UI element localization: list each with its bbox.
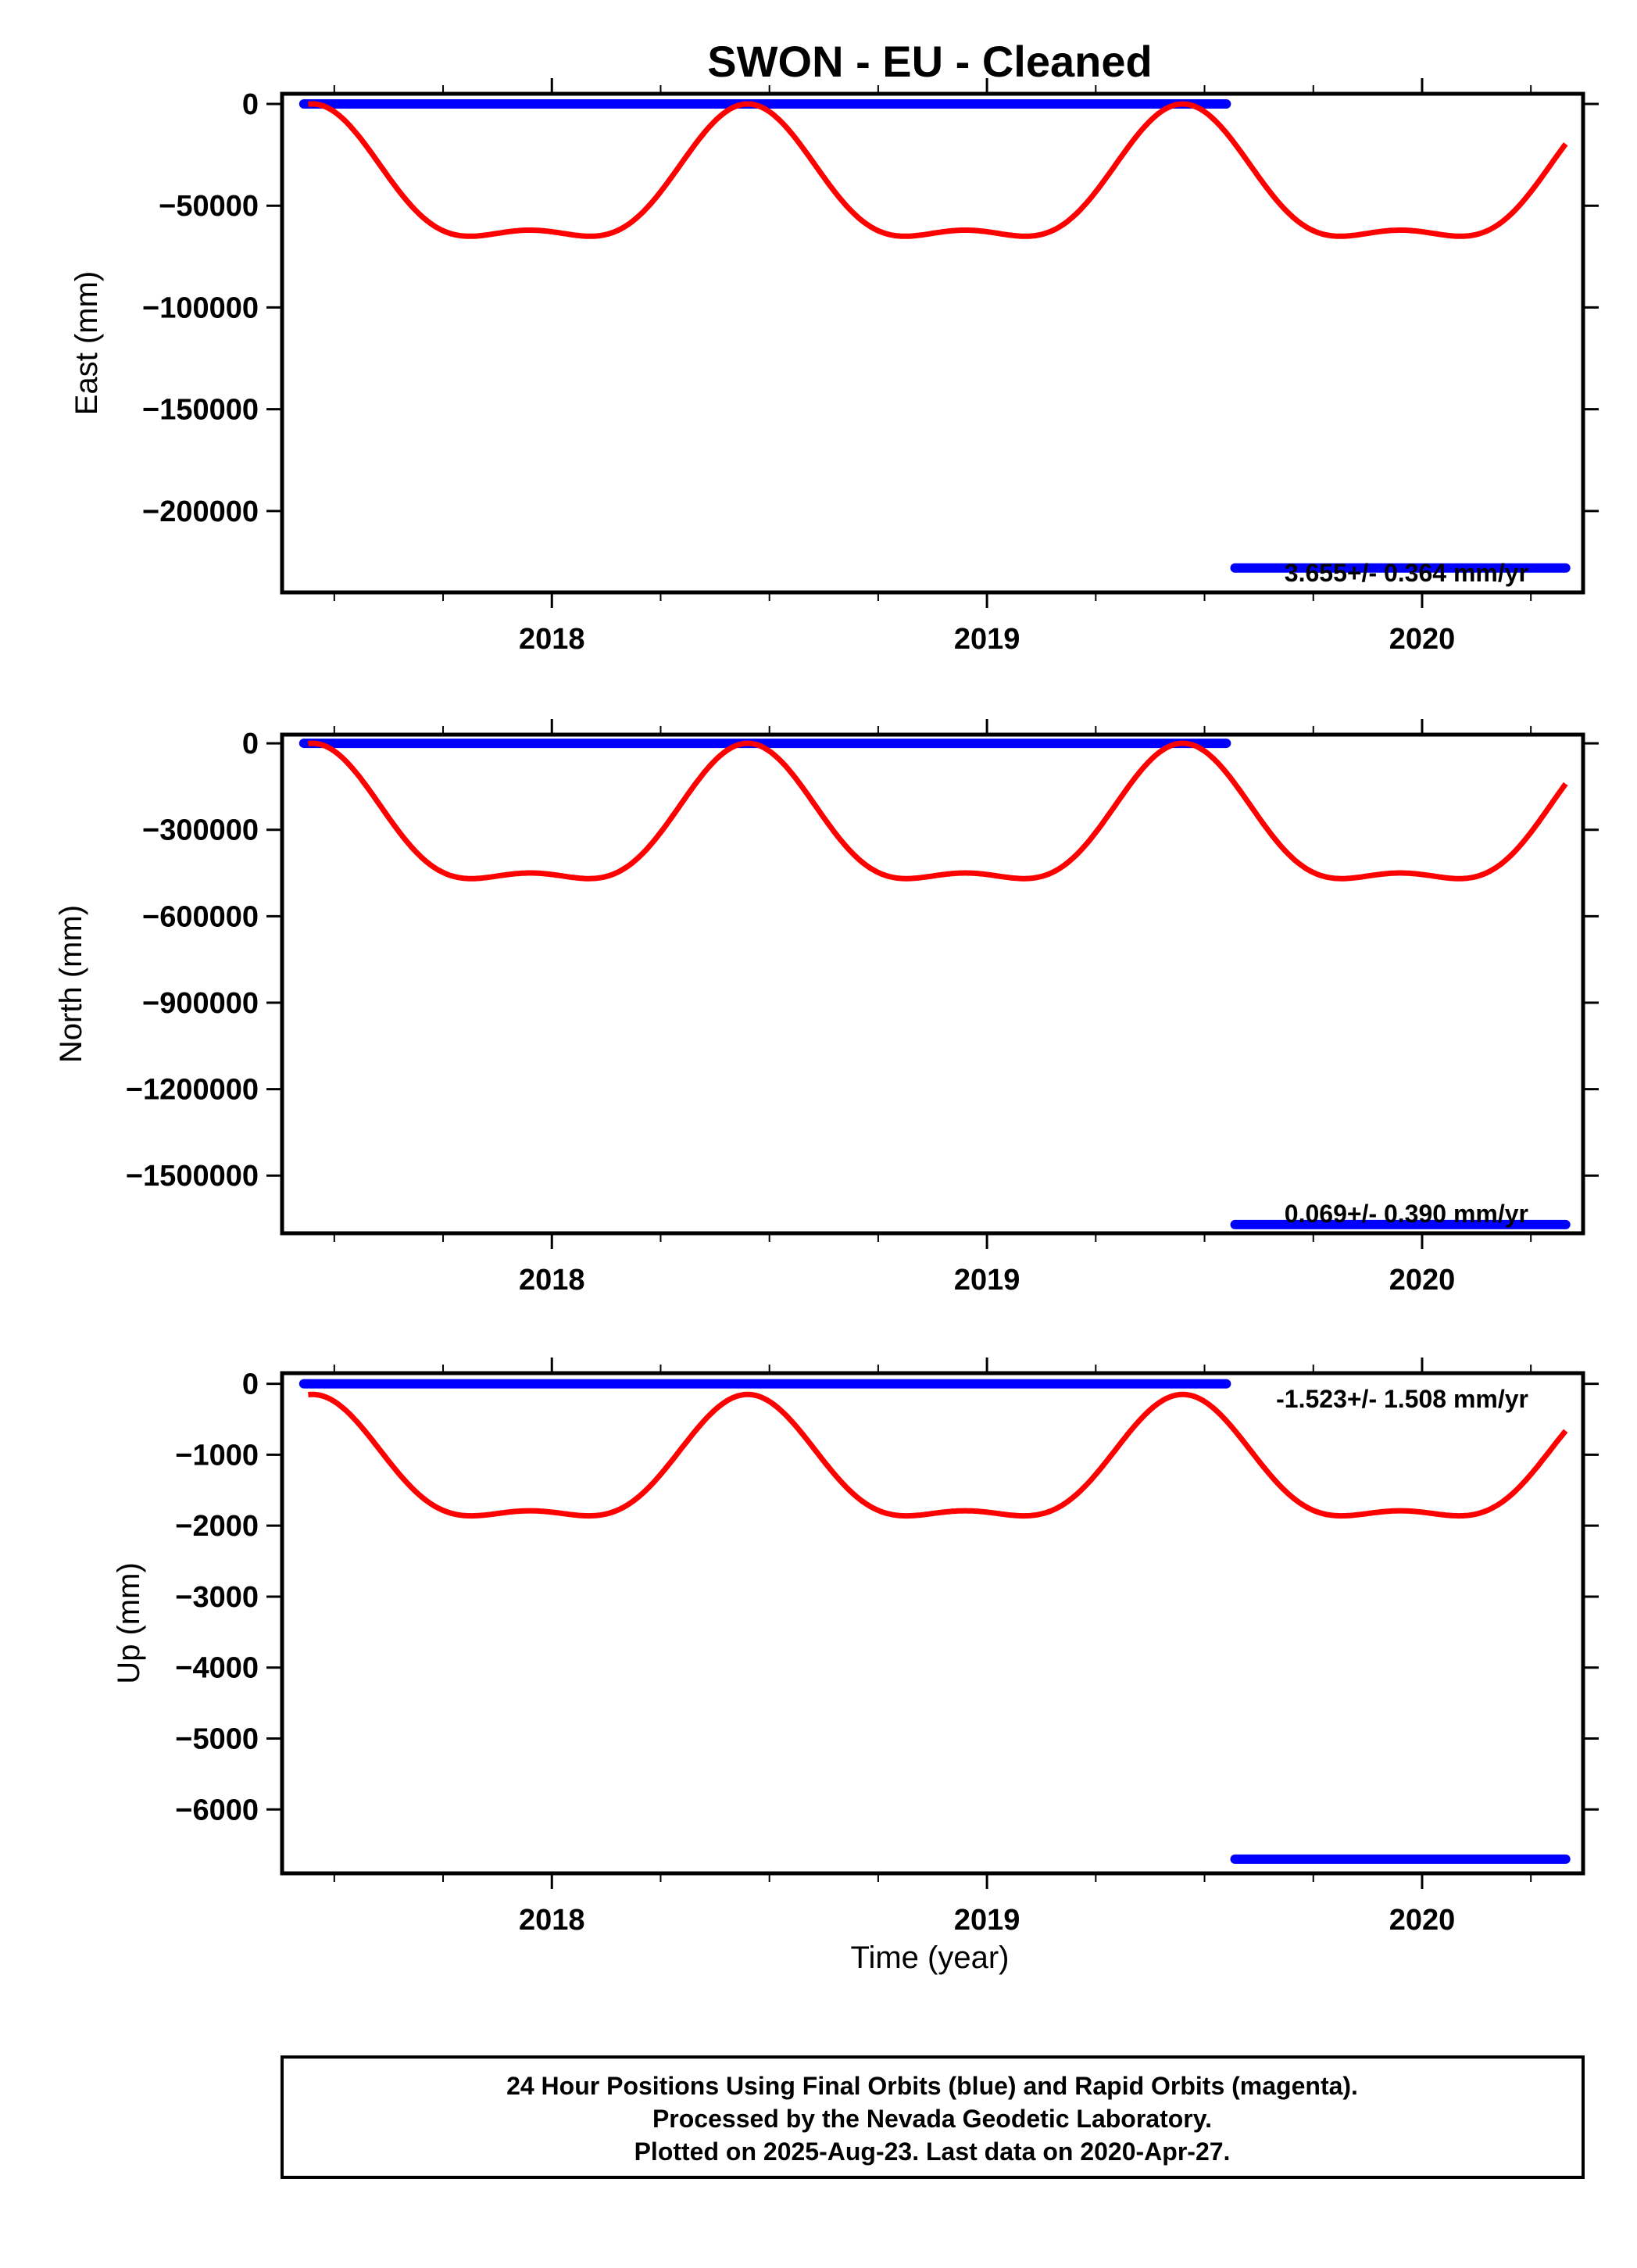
up-y-tick-label: −2000 — [175, 1510, 259, 1543]
north-frame — [280, 732, 1585, 1236]
east-y-tick-label: −200000 — [142, 495, 259, 528]
x-axis-label: Time (year) — [851, 1941, 1010, 1975]
up-y-tick-label: −1000 — [175, 1439, 259, 1472]
up-x-tick-label: 2020 — [1389, 1904, 1456, 1937]
north-y-tick-label: −300000 — [142, 814, 259, 847]
north-x-tick-label: 2019 — [954, 1264, 1020, 1297]
up-y-axis-label: Up (mm) — [112, 1562, 146, 1684]
east-y-tick-label: −150000 — [142, 394, 259, 427]
up-panel: 2018 2019 2020 0 −1000 −2000 −3000 −4000 −5000 −6… — [112, 1358, 1599, 1937]
north-y-tick-label: −1200000 — [126, 1074, 259, 1107]
north-rate-label: 0.069+/- 0.390 mm/yr — [1285, 1200, 1528, 1228]
footer-line-1: 24 Hour Positions Using Final Orbits (bl… — [506, 2072, 1358, 2100]
up-frame — [280, 1371, 1585, 1876]
east-y-axis-label: East (mm) — [70, 271, 104, 415]
up-x-tick-label: 2018 — [519, 1904, 585, 1937]
footer-line-2: Processed by the Nevada Geodetic Laborat… — [652, 2105, 1212, 2133]
north-x-tick-label: 2020 — [1389, 1264, 1456, 1297]
east-rate-label: 3.655+/- 0.364 mm/yr — [1285, 559, 1528, 587]
north-y-tick-label: −600000 — [142, 900, 259, 933]
up-rate-label: -1.523+/- 1.508 mm/yr — [1276, 1385, 1528, 1413]
north-y-tick-label: −900000 — [142, 987, 259, 1020]
up-y-tick-label: −3000 — [175, 1581, 259, 1614]
north-x-tick-label: 2018 — [519, 1264, 585, 1297]
up-x-tick-label: 2019 — [954, 1904, 1020, 1937]
east-x-tick-label: 2019 — [954, 623, 1020, 656]
north-panel: 2018 2019 2020 0 −300000 −600000 −900000 −12000… — [54, 719, 1599, 1297]
footer-box — [281, 2055, 1585, 2179]
east-y-tick-label: −100000 — [142, 292, 259, 324]
east-frame — [280, 91, 1585, 595]
north-fit-line — [307, 740, 1568, 882]
east-x-tick-label: 2020 — [1389, 623, 1456, 656]
up-y-tick-label: −5000 — [175, 1723, 259, 1756]
up-y-tick-label: 0 — [242, 1368, 259, 1401]
east-y-tick-label: −50000 — [159, 190, 259, 223]
up-fit-line — [307, 1391, 1568, 1519]
up-y-tick-label: −6000 — [175, 1794, 259, 1826]
up-y-tick-label: −4000 — [175, 1652, 259, 1685]
chart-title: SWON - EU - Cleaned — [707, 37, 1152, 86]
east-panel: 2018 2019 2020 0 −50000 −100000 −150000 −200000… — [70, 78, 1599, 656]
north-y-axis-label: North (mm) — [54, 905, 88, 1063]
north-y-tick-label: −1500000 — [126, 1160, 259, 1193]
east-x-tick-label: 2018 — [519, 623, 585, 656]
east-fit-line — [307, 101, 1568, 239]
north-y-tick-label: 0 — [242, 728, 259, 760]
footer-line-3: Plotted on 2025-Aug-23. Last data on 202… — [634, 2137, 1231, 2166]
east-y-tick-label: 0 — [242, 88, 259, 121]
